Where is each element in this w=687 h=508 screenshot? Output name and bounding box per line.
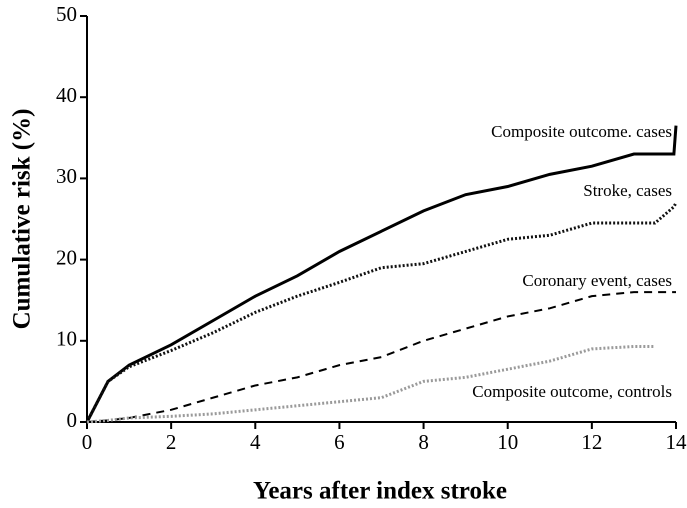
series-label: Composite outcome, controls bbox=[472, 382, 672, 401]
x-axis-title: Years after index stroke bbox=[253, 478, 507, 505]
series-label: Composite outcome. cases bbox=[491, 122, 672, 141]
y-tick-label: 10 bbox=[56, 327, 77, 351]
y-tick-label: 20 bbox=[56, 245, 77, 269]
series-label: Stroke, cases bbox=[583, 181, 672, 200]
series-label: Coronary event, cases bbox=[522, 271, 672, 290]
x-tick-label: 8 bbox=[418, 430, 429, 454]
x-tick-label: 6 bbox=[334, 430, 345, 454]
series-line bbox=[85, 202, 678, 423]
x-tick-label: 14 bbox=[666, 430, 687, 454]
y-tick-label: 30 bbox=[56, 164, 77, 188]
x-tick-label: 0 bbox=[82, 430, 93, 454]
series-line bbox=[86, 291, 676, 423]
y-axis-title: Cumulative risk (%) bbox=[9, 109, 36, 330]
y-tick-label: 50 bbox=[56, 2, 77, 26]
x-tick-label: 10 bbox=[497, 430, 518, 454]
x-tick-label: 2 bbox=[166, 430, 177, 454]
x-tick-label: 4 bbox=[250, 430, 261, 454]
y-tick-label: 0 bbox=[67, 408, 78, 432]
y-tick-label: 40 bbox=[56, 83, 77, 107]
series-line bbox=[85, 125, 678, 423]
x-tick-label: 12 bbox=[581, 430, 602, 454]
